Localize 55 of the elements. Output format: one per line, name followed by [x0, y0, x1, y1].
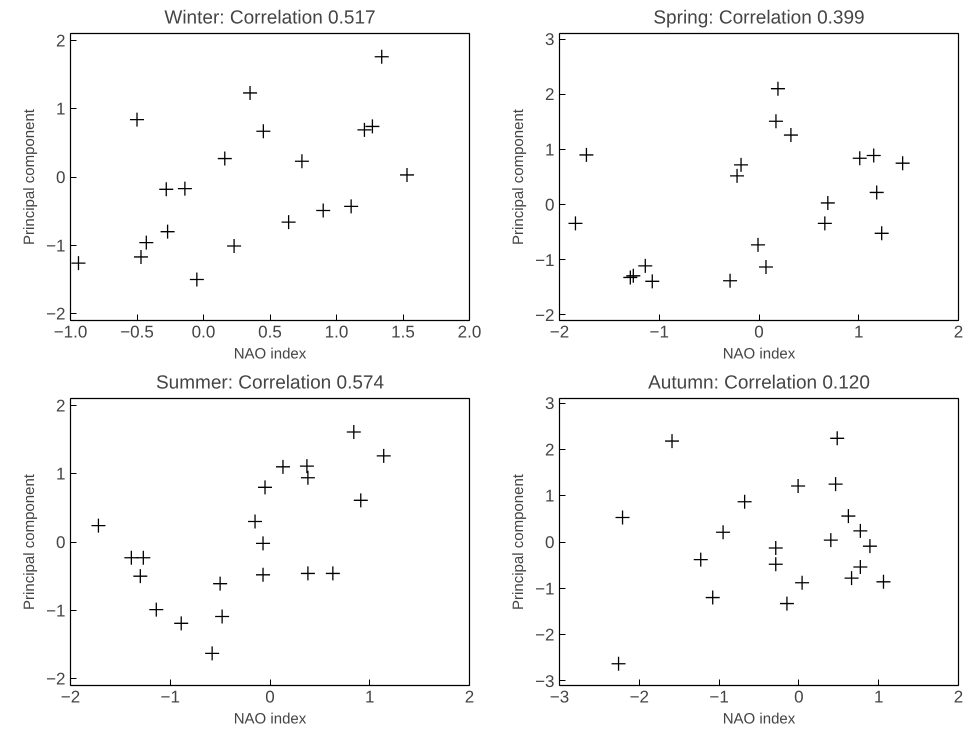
- x-tick-label: 1: [854, 322, 864, 342]
- x-tick-label: −1: [650, 322, 669, 342]
- y-tick-label: −2: [46, 670, 66, 689]
- y-tick-label: −1: [46, 236, 66, 256]
- y-tick-label: −2: [535, 306, 555, 325]
- y-tick-label: −2: [535, 626, 555, 645]
- y-tick-label: −2: [46, 304, 66, 324]
- chart-title: Summer: Correlation 0.574: [156, 372, 384, 394]
- y-tick-label: 1: [545, 140, 555, 160]
- y-tick-label: −1: [535, 250, 555, 270]
- x-tick-label: −1: [160, 688, 180, 706]
- x-tick-label: 0.0: [192, 322, 216, 342]
- x-axis-title: NAO index: [722, 710, 796, 728]
- y-tick-label: 0: [56, 168, 66, 187]
- x-tick-label: 0: [754, 322, 764, 342]
- y-tick-label: 1: [545, 486, 555, 506]
- x-axis-title: NAO index: [234, 710, 307, 728]
- x-tick-label: 2.0: [458, 322, 482, 342]
- x-tick-label: −1.0: [54, 322, 88, 342]
- y-tick-label: −1: [535, 579, 555, 598]
- x-tick-label: 2: [954, 322, 964, 342]
- x-tick-label: 0: [794, 688, 804, 706]
- chart-title: Spring: Correlation 0.399: [653, 8, 865, 28]
- y-axis-title: Principal component: [21, 108, 38, 245]
- x-tick-label: 2: [954, 688, 964, 706]
- y-axis-title: Principal component: [510, 473, 528, 610]
- y-tick-label: −1: [46, 601, 66, 620]
- y-tick-label: 2: [56, 396, 66, 416]
- y-axis-title: Principal component: [510, 108, 528, 245]
- x-tick-label: −1: [709, 688, 729, 706]
- x-tick-label: 1: [874, 688, 884, 706]
- chart-title: Winter: Correlation 0.517: [164, 8, 376, 28]
- y-tick-label: 3: [545, 30, 555, 50]
- x-tick-label: −2: [630, 688, 649, 706]
- y-axis-title: Principal component: [21, 473, 38, 610]
- x-tick-label: 1: [365, 688, 374, 706]
- y-tick-label: 1: [56, 100, 66, 119]
- y-tick-label: 2: [56, 31, 66, 50]
- chart-title: Autumn: Correlation 0.120: [648, 372, 870, 394]
- y-tick-label: 2: [545, 440, 555, 460]
- x-tick-label: 0.5: [258, 322, 282, 342]
- x-axis-title: NAO index: [722, 346, 796, 362]
- x-tick-label: 2: [464, 688, 474, 706]
- y-tick-label: 0: [56, 533, 66, 552]
- x-tick-label: 1.0: [324, 322, 348, 342]
- y-tick-label: 2: [545, 85, 555, 104]
- y-tick-label: 0: [545, 533, 555, 552]
- x-tick-label: −0.5: [120, 322, 154, 342]
- y-tick-label: 0: [545, 196, 555, 215]
- x-tick-label: 0: [265, 688, 275, 706]
- x-tick-label: 1.5: [391, 322, 415, 342]
- x-axis-title: NAO index: [234, 346, 307, 362]
- y-tick-label: −3: [535, 672, 555, 691]
- y-tick-label: 3: [545, 394, 555, 414]
- y-tick-label: 1: [56, 464, 66, 484]
